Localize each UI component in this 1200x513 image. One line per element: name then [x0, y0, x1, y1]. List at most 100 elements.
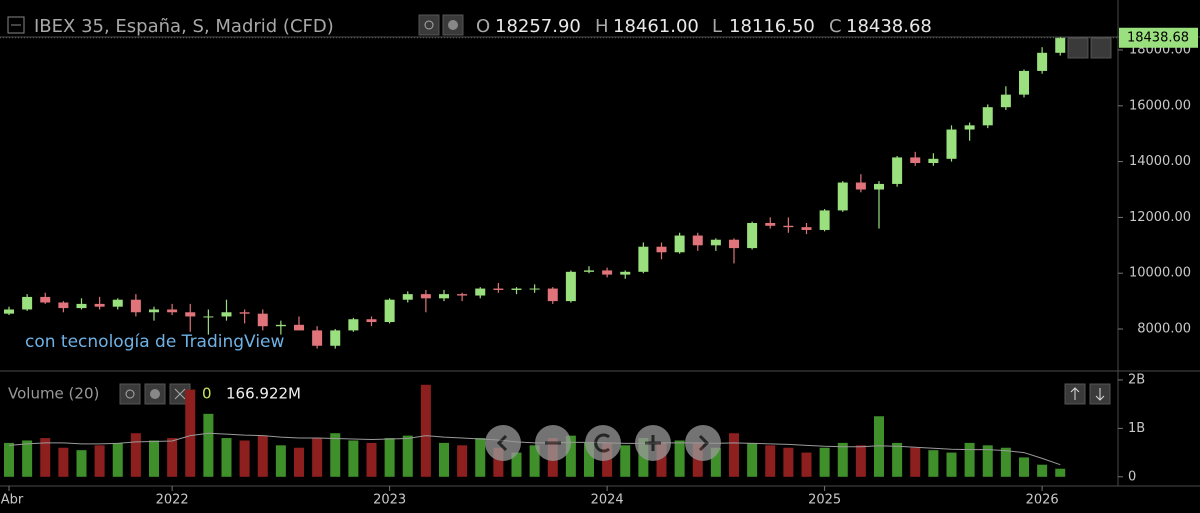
- scale-up-button[interactable]: [1067, 37, 1089, 59]
- candle-body: [565, 271, 576, 302]
- close-value: 18438.68: [846, 16, 932, 37]
- eye-button[interactable]: [418, 14, 440, 36]
- volume-bar: [221, 438, 232, 477]
- candle-body: [167, 309, 178, 313]
- candle-body: [221, 312, 232, 317]
- volume-bar: [275, 445, 286, 477]
- volume-bar: [420, 384, 431, 477]
- volume-bar: [964, 442, 975, 477]
- volume-bar: [729, 433, 739, 477]
- candle-body: [1000, 94, 1011, 108]
- candle-body: [366, 319, 377, 323]
- volume-bar: [674, 440, 685, 477]
- volume-bar: [40, 438, 51, 477]
- volume-bar: [511, 452, 522, 477]
- candle-body: [257, 313, 268, 327]
- volume-bar: [855, 445, 866, 477]
- candle-body: [964, 125, 975, 130]
- volume-bar: [76, 450, 87, 477]
- volume-bar: [656, 442, 667, 477]
- candle-body: [457, 294, 468, 296]
- volume-bar: [348, 440, 359, 477]
- volume-bar: [58, 447, 69, 477]
- candle-body: [58, 302, 69, 309]
- volume-bar: [747, 442, 758, 477]
- volume-bar: [565, 435, 576, 477]
- candle-body: [112, 299, 123, 307]
- candle-body: [692, 235, 703, 246]
- volume-bar: [946, 452, 957, 477]
- candle-body: [765, 222, 776, 226]
- high-value: 18461.00: [613, 16, 699, 37]
- volume-bar: [294, 447, 304, 477]
- low-value: 18116.50: [729, 16, 815, 37]
- symbol-title: IBEX 35, España, S, Madrid (CFD): [34, 16, 334, 37]
- volume-down-icon: [1095, 388, 1105, 401]
- y-tick-label: 10000.00: [1129, 266, 1191, 281]
- volume-bar: [402, 435, 413, 477]
- scale-fit-button[interactable]: [1090, 37, 1112, 59]
- reset-icon: [594, 433, 610, 453]
- candle-body: [638, 246, 649, 272]
- candle-body: [710, 239, 721, 246]
- candle-body: [76, 303, 87, 309]
- candle-body: [1019, 70, 1029, 95]
- y-tick-label: 16000.00: [1129, 98, 1191, 113]
- candle-body: [928, 158, 939, 163]
- candle-body: [130, 299, 141, 313]
- candle-body: [602, 270, 613, 275]
- volume-bar: [22, 440, 33, 477]
- scroll-right-icon: [698, 434, 710, 452]
- candle-body: [94, 303, 105, 307]
- volume-tick-label: 1B: [1128, 421, 1145, 436]
- volume-bar: [982, 445, 993, 477]
- volume-bar: [330, 433, 341, 477]
- navigation-buttons: [485, 425, 721, 461]
- volume-bar: [874, 416, 884, 477]
- volume-bar: [366, 442, 377, 477]
- candle-body: [547, 288, 558, 302]
- candle-body: [312, 330, 323, 346]
- candle-body: [1055, 37, 1066, 53]
- close-label: C: [829, 16, 842, 37]
- candle-body: [511, 288, 522, 290]
- volume-bar: [94, 445, 105, 477]
- candle-body: [475, 288, 486, 296]
- collapse-button[interactable]: [7, 16, 25, 34]
- volume-bar: [801, 452, 812, 477]
- volume-bar: [620, 445, 631, 477]
- candle-body: [874, 183, 884, 190]
- volume-bar: [475, 438, 486, 477]
- scroll-left-button[interactable]: [485, 425, 521, 461]
- y-tick-label: 14000.00: [1129, 154, 1191, 169]
- x-tick-label: 2022: [156, 493, 189, 508]
- volume-ma-line: [8, 432, 1061, 466]
- volume-bar: [819, 447, 830, 477]
- candle-body: [149, 309, 159, 313]
- y-tick-label: 12000.00: [1129, 210, 1191, 225]
- volume-bar: [493, 447, 504, 477]
- volume-bar: [4, 442, 14, 477]
- volume-close-icon: [174, 388, 186, 400]
- candle-body: [855, 182, 866, 190]
- volume-bar: [167, 438, 178, 477]
- candle-body: [656, 246, 667, 253]
- candle-body: [384, 299, 395, 323]
- volume-bar: [783, 447, 794, 477]
- low-label: L: [712, 16, 722, 37]
- volume-bar: [1019, 457, 1029, 477]
- volume-bar: [584, 442, 594, 477]
- scroll-right-button[interactable]: [685, 425, 721, 461]
- volume-bar: [203, 413, 214, 477]
- candle-body: [439, 294, 449, 299]
- volume-title: Volume (20): [8, 385, 99, 403]
- volume-eye-button[interactable]: [119, 383, 141, 405]
- volume-bar: [1055, 468, 1066, 477]
- open-value: 18257.90: [495, 16, 581, 37]
- reset-button[interactable]: [585, 425, 621, 461]
- last-price-label: 18438.68: [1127, 30, 1189, 45]
- candle-body: [529, 288, 540, 290]
- volume-bar: [112, 442, 123, 477]
- volume-bar: [384, 438, 395, 477]
- watermark: con tecnología de TradingView: [25, 332, 284, 352]
